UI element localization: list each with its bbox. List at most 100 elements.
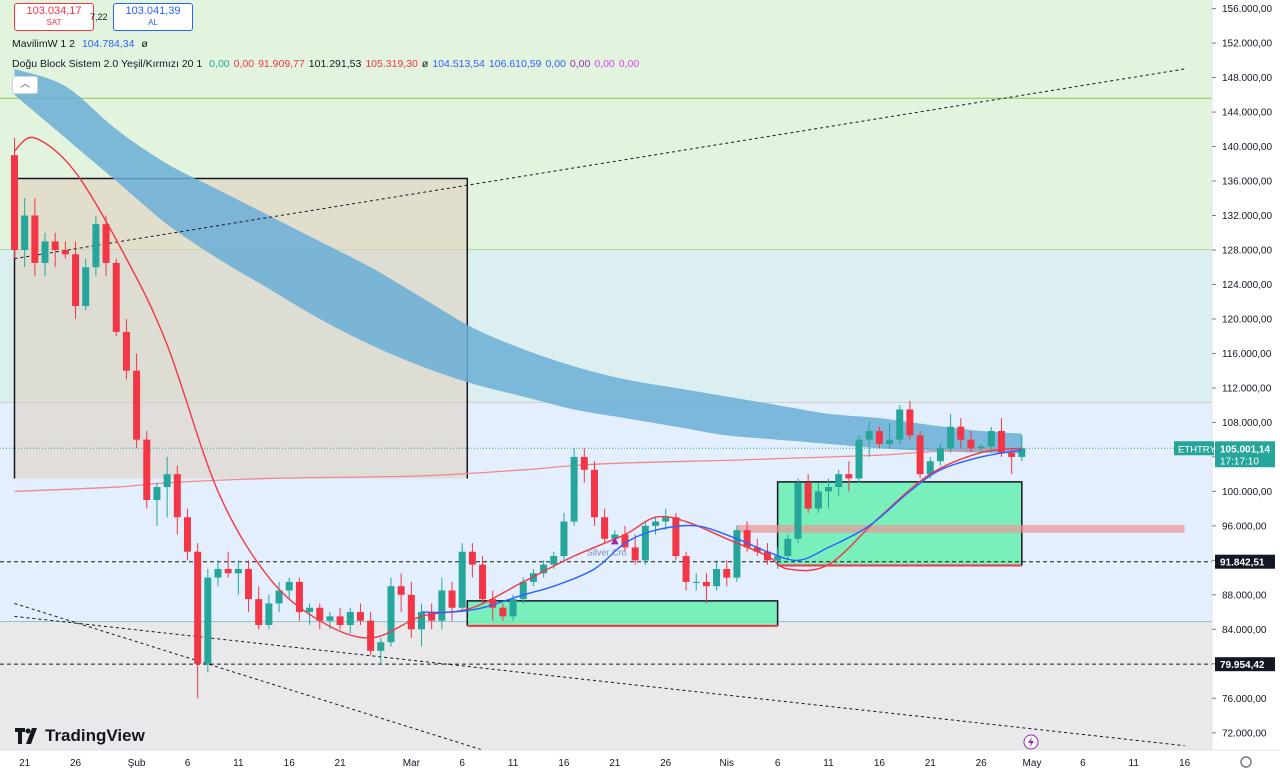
settings-icon[interactable] (1240, 756, 1252, 768)
candle-body (21, 215, 29, 250)
candle-54 (560, 512, 568, 561)
candle-body (479, 564, 487, 600)
resistance-band (736, 525, 1185, 533)
candle-98 (1008, 448, 1016, 475)
candle-body (214, 568, 222, 578)
eye-icon[interactable]: ø (141, 38, 148, 50)
candle-body (753, 547, 761, 552)
candle-body (275, 590, 283, 604)
x-tick-label: 16 (284, 758, 296, 769)
price-badge-0 (1215, 554, 1275, 569)
indicator-dogu-block[interactable]: Doğu Block Sistem 2.0 Yeşil/Kırmızı 20 1… (12, 58, 643, 70)
candle-24 (255, 586, 263, 630)
range-box-2 (777, 481, 1022, 566)
candle-body (692, 581, 700, 583)
candle-21 (224, 551, 232, 578)
signal-marker (610, 537, 619, 545)
symbol-badge (1174, 441, 1214, 456)
y-tick-label: 124.000,00 (1222, 280, 1272, 291)
candle-body (784, 538, 792, 557)
x-tick-label: 21 (335, 758, 347, 769)
signal-label: Silver Cro (587, 547, 627, 557)
candle-body (295, 581, 303, 613)
candle-body (601, 517, 609, 539)
candle-95 (977, 443, 985, 453)
candle-75 (774, 547, 782, 569)
candle-25 (265, 594, 273, 630)
x-tick-label: Mar (403, 758, 421, 769)
candle-45 (468, 543, 476, 578)
y-tick-label: 128.000,00 (1222, 246, 1272, 257)
candle-body (122, 331, 130, 371)
y-tick-label: 84.000,00 (1222, 625, 1267, 636)
x-tick-label: 16 (558, 758, 570, 769)
candle-body (11, 155, 18, 250)
candle-96 (987, 426, 995, 453)
indicator-dogu-value: 0,00 (545, 58, 566, 70)
candle-88 (906, 400, 914, 440)
candle-67 (692, 573, 700, 591)
y-tick-label: 116.000,00 (1222, 349, 1272, 360)
candle-1 (21, 198, 29, 268)
candle-body (977, 446, 985, 449)
x-tick-label: 26 (660, 758, 672, 769)
x-tick-label: 6 (459, 758, 465, 769)
buy-price: 103.041,39 (125, 5, 181, 17)
x-tick-label: 11 (823, 758, 834, 769)
candle-81 (835, 469, 843, 496)
indicator-dogu-value: 91.909,77 (258, 58, 305, 70)
candle-35 (367, 612, 375, 656)
buy-quote[interactable]: 103.041,39 AL (113, 3, 193, 31)
indicator-dogu-value: 101.291,53 (308, 58, 362, 70)
candle-body (865, 431, 873, 440)
collapse-legend-button[interactable]: ︿ (12, 76, 38, 94)
candle-52 (540, 560, 548, 578)
trendline-down-2 (14, 615, 1185, 747)
candle-0 (11, 137, 18, 259)
x-tick-label: 26 (976, 758, 988, 769)
sell-price: 103.034,17 (26, 5, 82, 17)
candle-43 (448, 581, 456, 621)
candle-body (702, 581, 710, 587)
candle-body (356, 612, 364, 621)
price-badge-label-0: 91.842,51 (1220, 558, 1265, 569)
candle-body (204, 577, 212, 664)
candle-15 (163, 456, 171, 518)
candle-33 (346, 607, 354, 634)
x-tick-label: 21 (19, 758, 31, 769)
indicator-dogu-value: 0,00 (594, 58, 615, 70)
indicator-dogu-value: 106.610,59 (488, 58, 542, 70)
candle-89 (916, 431, 924, 479)
candle-body (316, 607, 324, 621)
candle-79 (814, 482, 822, 513)
sell-quote[interactable]: 103.034,17 SAT (14, 3, 94, 31)
candle-body (336, 616, 344, 625)
mavilim-line (421, 449, 1022, 614)
candle-68 (702, 573, 710, 604)
indicator-dogu-value: 0,00 (209, 58, 230, 70)
tradingview-logo[interactable]: TradingView (15, 726, 145, 746)
x-tick-label: 11 (508, 758, 519, 769)
candle-body (835, 474, 843, 488)
countdown-label: 17:17:10 (1220, 456, 1259, 467)
candle-19 (204, 568, 212, 673)
x-tick-label: 16 (1179, 758, 1191, 769)
price-badge-label-1: 79.954,42 (1220, 660, 1265, 671)
candle-85 (875, 426, 883, 449)
candle-body (733, 530, 741, 578)
lightning-bolt (1028, 737, 1034, 747)
candle-body (489, 599, 497, 608)
candle-42 (438, 577, 446, 630)
candle-44 (458, 543, 466, 613)
candle-40 (418, 603, 425, 647)
indicator-mavilim[interactable]: MavilimW 1 2 104.784,34 ø (12, 38, 152, 50)
candle-body (519, 581, 527, 600)
candle-body (936, 448, 944, 462)
candle-body (987, 431, 995, 447)
candle-body (377, 642, 385, 651)
candle-body (957, 426, 965, 440)
indicator-dogu-value: 0,00 (233, 58, 255, 70)
y-tick-label: 108.000,00 (1222, 418, 1272, 429)
candle-12 (133, 353, 141, 449)
